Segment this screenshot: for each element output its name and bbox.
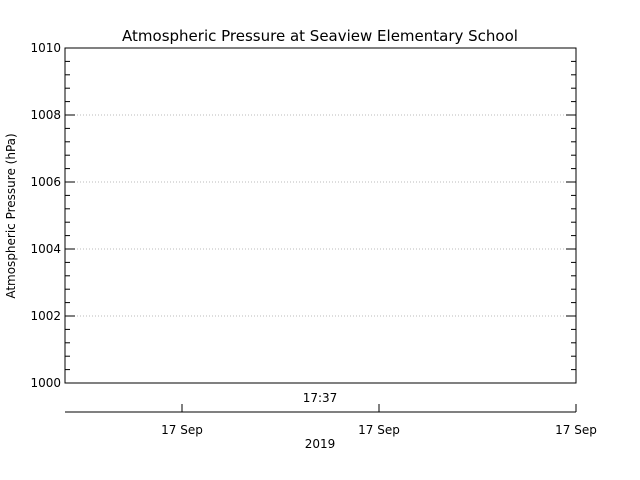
chart-title: Atmospheric Pressure at Seaview Elementa… bbox=[122, 27, 518, 45]
y-axis-ticks bbox=[65, 47, 576, 384]
x-tick-label: 17 Sep bbox=[555, 423, 597, 437]
y-axis-label: Atmospheric Pressure (hPa) bbox=[4, 133, 18, 298]
y-tick-label: 1008 bbox=[30, 108, 61, 122]
x-tick-label: 17 Sep bbox=[358, 423, 400, 437]
x-axis-label: 2019 bbox=[305, 437, 336, 451]
grid-lines bbox=[65, 114, 576, 317]
y-tick-label: 1000 bbox=[30, 376, 61, 390]
x-tick-label: 17 Sep bbox=[161, 423, 203, 437]
y-tick-label: 1004 bbox=[30, 242, 61, 256]
plot-frame bbox=[64, 47, 577, 384]
y-tick-label: 1010 bbox=[30, 41, 61, 55]
y-tick-label: 1006 bbox=[30, 175, 61, 189]
y-axis-tick-labels: 1000 1002 1004 1006 1008 1010 bbox=[30, 41, 61, 390]
time-annotation: 17:37 bbox=[303, 391, 338, 405]
x-axis-tick-labels: 17 Sep 17 Sep 17 Sep bbox=[161, 423, 597, 437]
x-axis-ticks bbox=[181, 404, 577, 412]
y-tick-label: 1002 bbox=[30, 309, 61, 323]
